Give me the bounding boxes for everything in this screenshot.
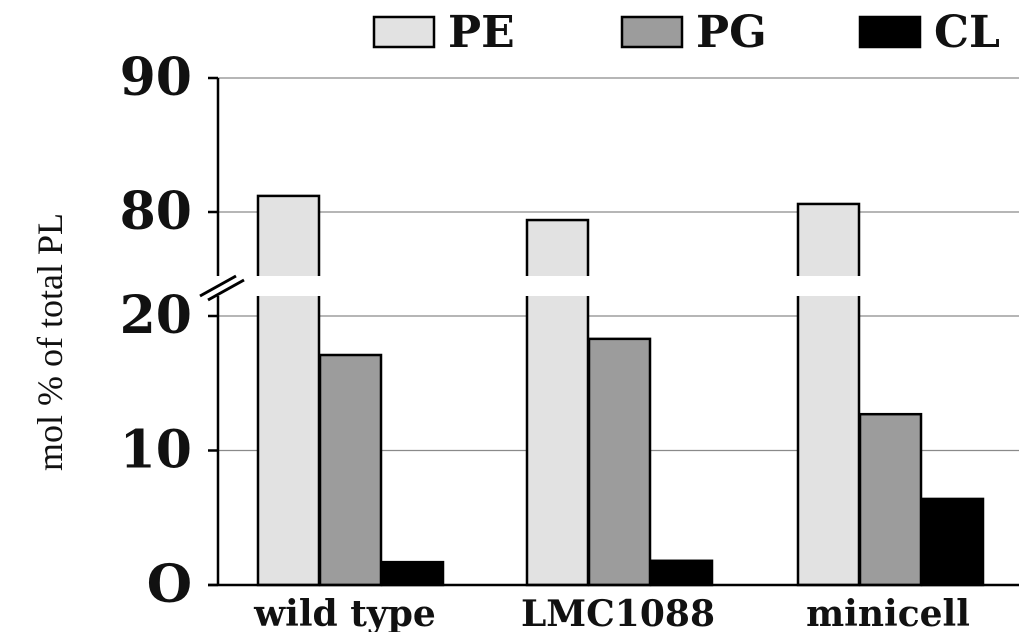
- legend-swatch-pe: [372, 15, 436, 49]
- y-axis-label: mol % of total PL: [30, 213, 70, 471]
- legend-label-pg: PG: [696, 7, 767, 58]
- legend-label-cl: CL: [934, 7, 1000, 58]
- axis-break-slash: [207, 278, 245, 302]
- y-tick-label: 80: [120, 181, 192, 242]
- bar-pe-1: [525, 218, 590, 587]
- bar-cl-0: [380, 560, 445, 587]
- bar-pg-2: [858, 412, 923, 587]
- y-tick-label: 20: [120, 285, 192, 346]
- legend: PE PG CL: [372, 7, 1000, 58]
- bars: [256, 194, 985, 587]
- bar-pe-2: [796, 202, 861, 587]
- x-axis: wild type LMC1088 minicell: [208, 583, 1019, 632]
- axis-break-gap: [200, 276, 1019, 296]
- x-tick-label: LMC1088: [521, 593, 715, 632]
- y-tick-label: 10: [120, 420, 192, 481]
- axis-break-slash: [199, 274, 237, 298]
- bar-cl-1: [649, 559, 714, 587]
- x-tick-label: minicell: [806, 593, 970, 632]
- y-tick-label: O: [147, 554, 192, 615]
- bar-pg-1: [587, 337, 652, 587]
- legend-swatch-cl: [858, 15, 922, 49]
- y-tick-label: 90: [120, 47, 192, 108]
- x-tick-label: wild type: [253, 593, 436, 632]
- legend-label-pe: PE: [448, 7, 515, 58]
- bar-pe-0: [256, 194, 321, 587]
- bar-pg-0: [318, 353, 383, 587]
- y-axis: O 10 20 80 90: [120, 47, 220, 615]
- bar-cl-2: [920, 497, 985, 587]
- legend-swatch-pg: [620, 15, 684, 49]
- axis-break: [199, 274, 1019, 302]
